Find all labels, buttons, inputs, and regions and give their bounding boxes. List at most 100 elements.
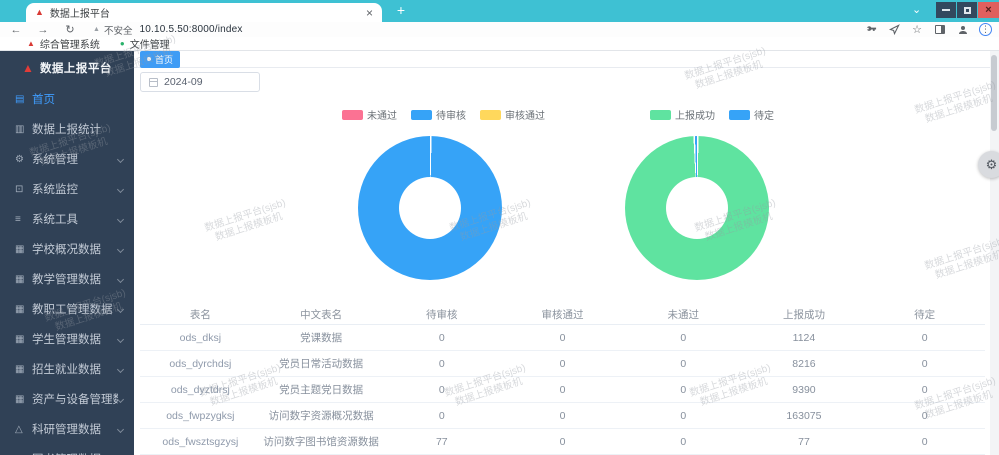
table-cell: 0 bbox=[680, 409, 687, 422]
sidebar-item-label: 图书管理数据 bbox=[32, 451, 101, 455]
legend-item[interactable]: 审核通过 bbox=[480, 107, 545, 122]
password-key-icon[interactable] bbox=[864, 23, 878, 37]
sidebar-item-label: 系统管理 bbox=[32, 154, 78, 166]
stats-icon: ▥ bbox=[15, 123, 25, 135]
sidebar-item-label: 招生就业数据 bbox=[32, 364, 101, 376]
legend-item[interactable]: 待定 bbox=[729, 107, 774, 122]
reload-icon[interactable]: ↻ bbox=[65, 24, 75, 36]
table-cell: 0 bbox=[921, 383, 928, 396]
table-icon: ▦ bbox=[15, 333, 25, 345]
page-scrollbar[interactable] bbox=[990, 51, 999, 455]
window-minimize-button[interactable] bbox=[936, 2, 956, 18]
sidebar-item-label: 资产与设备管理数据 bbox=[32, 394, 118, 406]
sidebar-item-6[interactable]: ▦ 学校概况数据 bbox=[0, 234, 134, 264]
sidebar-item-2[interactable]: ▥ 数据上报统计 bbox=[0, 114, 134, 144]
bookmark-item[interactable]: ▲ 综合管理系统 bbox=[27, 36, 100, 51]
sidebar-item-5[interactable]: ≡ 系统工具 bbox=[0, 204, 134, 234]
audit-status-donut-chart[interactable] bbox=[358, 136, 502, 280]
app-title: 数据上报平台 bbox=[39, 62, 112, 75]
browser-menu-icon[interactable]: ⋮ bbox=[979, 23, 992, 36]
table-cell: 1124 bbox=[792, 331, 816, 344]
table-cell: ods_fwsztsgzysj bbox=[162, 435, 239, 448]
chevron-down-icon bbox=[116, 245, 125, 253]
legend-item[interactable]: 上报成功 bbox=[650, 107, 715, 122]
sidebar-item-12[interactable]: △ 科研管理数据 bbox=[0, 414, 134, 444]
tab-close-icon[interactable]: × bbox=[365, 5, 373, 20]
sidebar-item-3[interactable]: ⚙ 系统管理 bbox=[0, 144, 134, 174]
chevron-down-icon bbox=[116, 275, 125, 283]
sidebar-item-label: 首页 bbox=[32, 94, 55, 106]
forward-icon[interactable]: → bbox=[37, 23, 49, 36]
app-logo: ▲ 数据上报平台 bbox=[0, 51, 134, 84]
tab-search-chevron-icon[interactable]: ⌄ bbox=[912, 4, 922, 16]
calendar-icon bbox=[149, 77, 158, 87]
sidebar-item-4[interactable]: ⊡ 系统监控 bbox=[0, 174, 134, 204]
table-icon: ▦ bbox=[15, 273, 25, 285]
table-header-row: 表名 中文表名 待审核 审核通过 未通过 上报成功 待定 bbox=[140, 305, 985, 325]
sidebar-item-13[interactable]: ▦图书管理数据 bbox=[0, 444, 134, 455]
table-row: ods_dyrchdsj 党员日常活动数据 0 0 0 8216 0 bbox=[140, 351, 985, 377]
tags-view-bar: 首页 bbox=[134, 50, 990, 68]
tab-home[interactable]: 首页 bbox=[140, 50, 181, 68]
theme-settings-gear-button[interactable]: ⚙ bbox=[978, 151, 999, 178]
report-chart-legend: 上报成功 待定 bbox=[650, 107, 774, 122]
new-tab-button[interactable]: + bbox=[396, 2, 406, 18]
browser-tab[interactable]: ▲ 数据上报平台 × bbox=[26, 3, 382, 22]
sidebar-item-label: 科研管理数据 bbox=[32, 424, 101, 436]
table-cell: 0 bbox=[559, 331, 566, 344]
sidebar-item-label: 教学管理数据 bbox=[32, 274, 101, 286]
share-icon[interactable] bbox=[887, 23, 901, 37]
table-cell: 163075 bbox=[786, 409, 822, 422]
legend-swatch-icon bbox=[729, 109, 750, 120]
window-close-button[interactable]: × bbox=[978, 2, 999, 18]
sidebar-item-1[interactable]: ▤ 首页 bbox=[0, 84, 134, 114]
report-status-donut-chart[interactable] bbox=[625, 136, 769, 280]
table-cell: 8216 bbox=[792, 357, 816, 370]
tab-title: 数据上报平台 bbox=[49, 9, 110, 20]
back-icon[interactable]: ← bbox=[10, 23, 22, 36]
sidebar-item-label: 学校概况数据 bbox=[32, 244, 101, 256]
sidebar: ▲ 数据上报平台 ▤ 首页 ▥ 数据上报统计 ⚙ 系统管理 ⊡ 系统监控 ≡ 系统工具 ▦ 学校概况数… bbox=[0, 51, 134, 455]
sidebar-item-11[interactable]: ▦ 资产与设备管理数据 bbox=[0, 384, 134, 414]
month-picker-input[interactable]: 2024-09 bbox=[140, 72, 260, 92]
address-bar[interactable]: 10.10.5.50:8000/index bbox=[139, 24, 243, 35]
side-panel-icon[interactable] bbox=[933, 23, 947, 37]
watermark-line1: 数据上报平台(sjsb) bbox=[913, 79, 998, 117]
sidebar-item-10[interactable]: ▦ 招生就业数据 bbox=[0, 354, 134, 384]
profile-avatar-icon[interactable] bbox=[956, 23, 970, 37]
column-header: 未通过 bbox=[667, 309, 699, 321]
monitor-icon: ⊡ bbox=[15, 183, 24, 195]
bookmarks-bar: ▲ 综合管理系统 ● 文件管理 bbox=[0, 37, 999, 51]
legend-item[interactable]: 未通过 bbox=[342, 107, 397, 122]
table-cell: 77 bbox=[435, 435, 448, 448]
security-chip[interactable]: ▲ 不安全 bbox=[93, 23, 132, 37]
legend-item[interactable]: 待审核 bbox=[411, 107, 466, 122]
legend-label: 未通过 bbox=[367, 111, 397, 122]
chevron-down-icon bbox=[116, 215, 125, 223]
bookmark-label: 文件管理 bbox=[129, 40, 170, 51]
bookmark-star-icon[interactable]: ☆ bbox=[912, 24, 922, 36]
sidebar-item-9[interactable]: ▦ 学生管理数据 bbox=[0, 324, 134, 354]
legend-swatch-icon bbox=[480, 109, 501, 120]
table-row: ods_dksj 党课数据 0 0 0 1124 0 bbox=[140, 325, 985, 351]
table-icon: ▦ bbox=[15, 303, 25, 315]
browser-toolbar: ← → ↻ ▲ 不安全 10.10.5.50:8000/index ☆ ⋮ bbox=[0, 22, 999, 37]
table-icon: ▦ bbox=[15, 243, 25, 255]
chevron-down-icon bbox=[116, 305, 125, 313]
sidebar-item-7[interactable]: ▦ 教学管理数据 bbox=[0, 264, 134, 294]
scrollbar-thumb[interactable] bbox=[991, 55, 997, 131]
table-row: ods_fwpzygksj 访问数字资源概况数据 0 0 0 163075 0 bbox=[140, 403, 985, 429]
browser-titlebar: ▲ 数据上报平台 × + ⌄ × bbox=[0, 0, 999, 22]
watermark-line2: 数据上报模板机 bbox=[923, 93, 994, 126]
sidebar-item-8[interactable]: ▦ 教职工管理数据 bbox=[0, 294, 134, 324]
sidebar-item-label: 教职工管理数据 bbox=[32, 304, 113, 316]
legend-label: 待定 bbox=[754, 111, 774, 122]
gear-icon: ⚙ bbox=[15, 153, 24, 165]
bookmark-item[interactable]: ● 文件管理 bbox=[120, 36, 170, 51]
table-cell: ods_dyztdrsj bbox=[170, 383, 230, 396]
table-cell: 77 bbox=[798, 435, 810, 448]
window-maximize-button[interactable] bbox=[957, 2, 977, 18]
flask-icon: △ bbox=[15, 423, 23, 435]
watermark: 数据上报平台(sjsb) 数据上报模板机 bbox=[203, 198, 291, 247]
table-cell: 0 bbox=[680, 383, 687, 396]
